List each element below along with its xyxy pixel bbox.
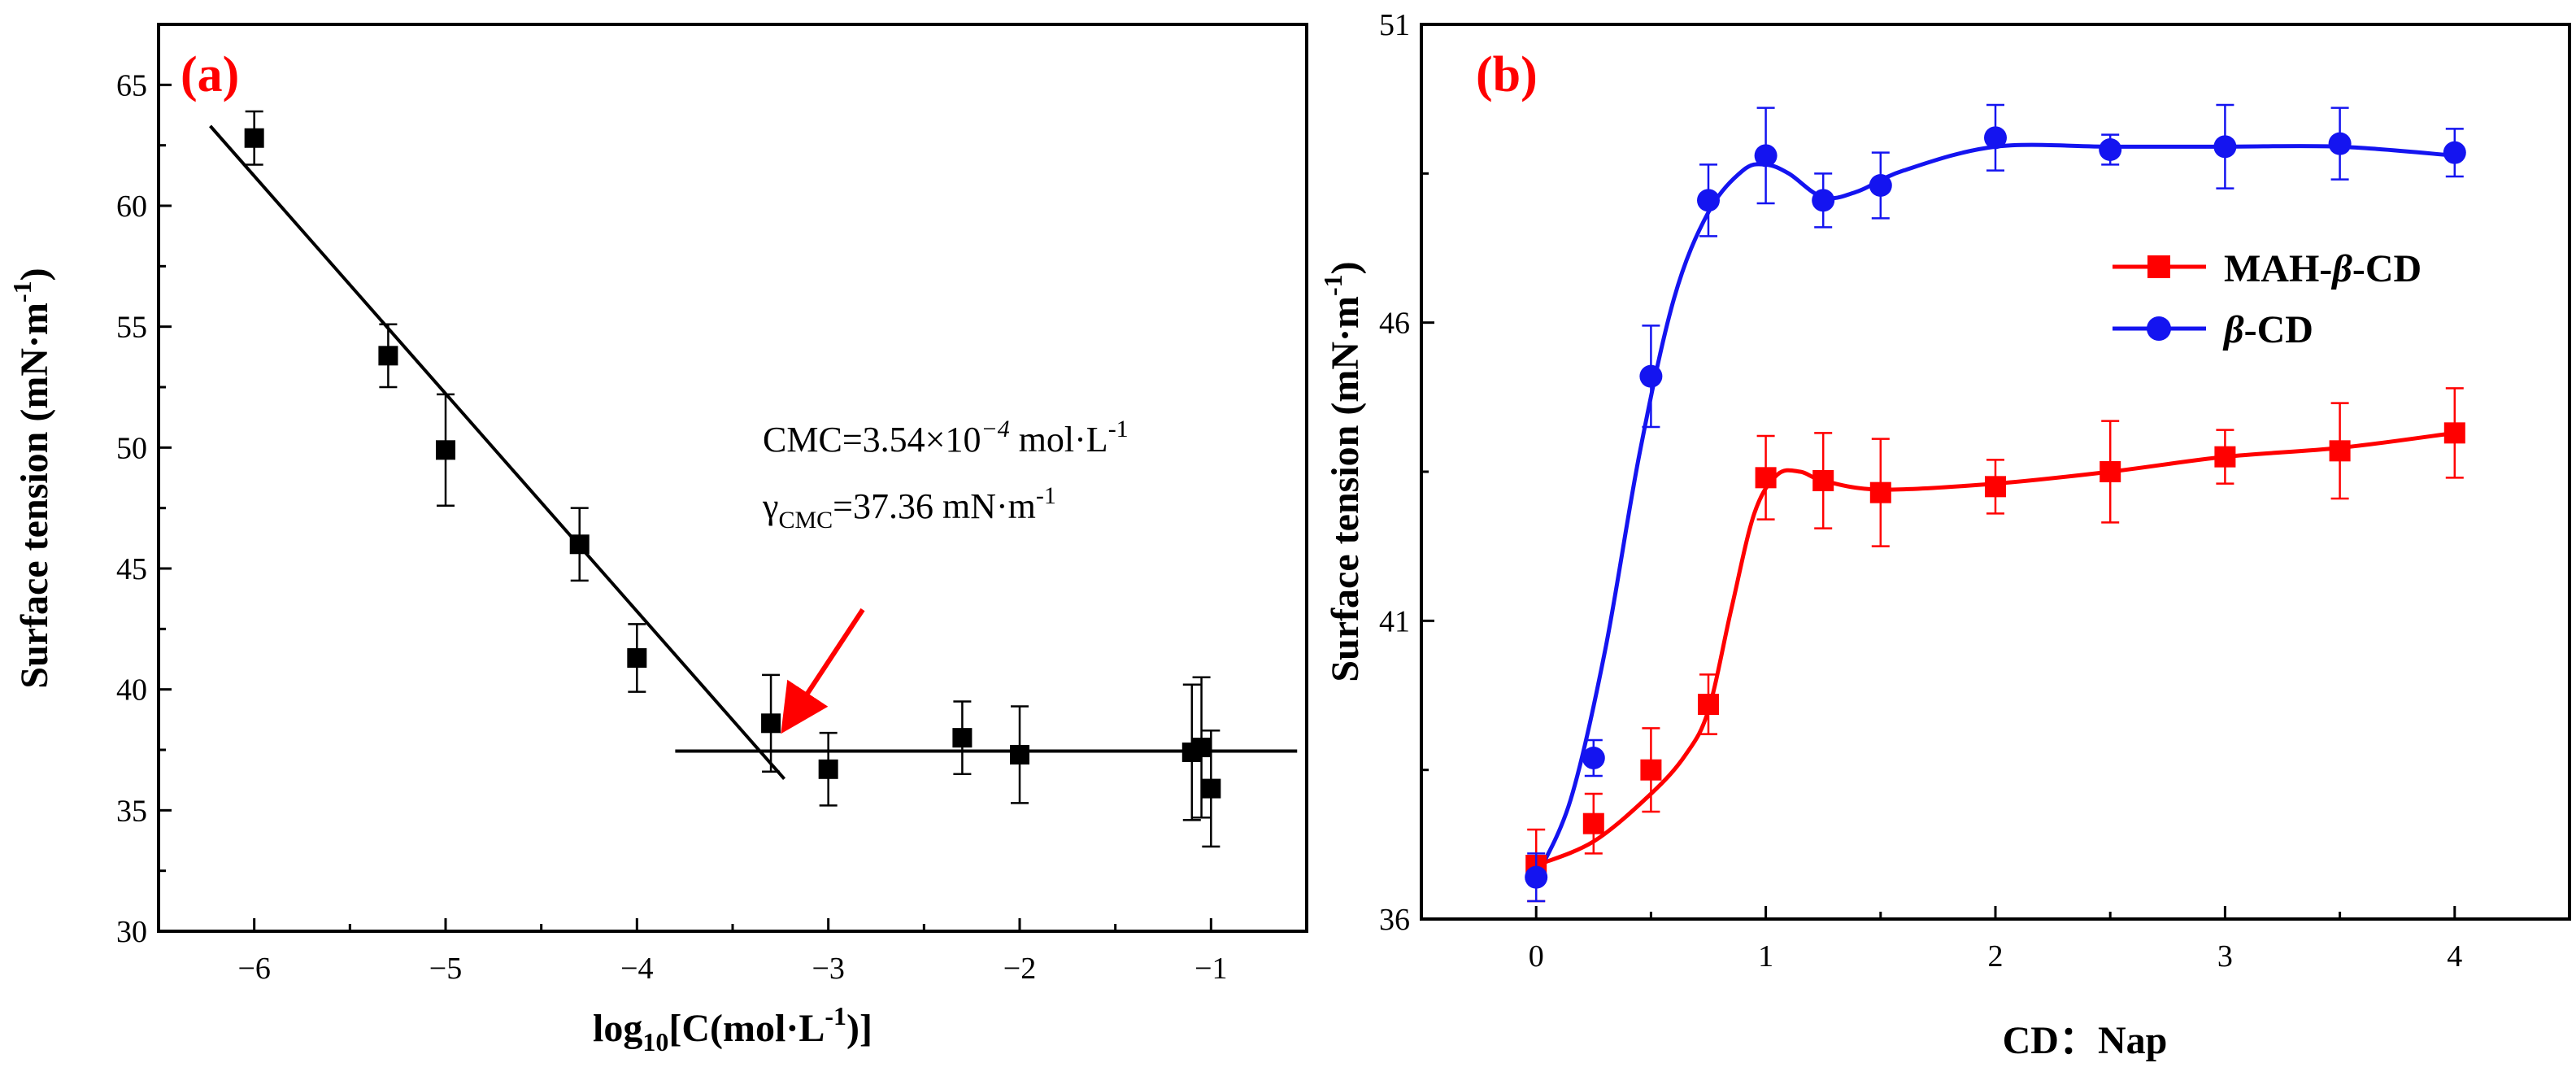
beta-cd-point [1525,865,1548,889]
panel-b-y-axis-label: Surface tension (mN·m-1) [1318,261,1367,682]
mah-beta-cd-point [2214,446,2236,468]
mah-beta-cd-curve [1535,430,2456,868]
mah-beta-cd-point [1582,812,1604,834]
beta-cd-point [1812,189,1835,212]
legend-beta-label: β-CD [2222,308,2313,351]
mah-beta-cd-point [1698,694,1719,715]
data-point [569,534,590,555]
data-point [952,728,973,748]
panel-b-y-tick-label: 36 [1379,903,1410,937]
legend-mah-marker [2147,255,2170,278]
cmc-annotation: CMC=3.54×10−4 mol·L-1 [763,416,1129,460]
panel-a-data-points [244,110,1221,848]
data-point [1201,778,1221,799]
beta-cd-curve [1534,142,2455,878]
panel-b-x-tick-label: 1 [1758,939,1773,974]
panel-b-label: (b) [1476,47,1538,102]
panel-b-x-tick-label: 0 [1529,939,1544,974]
beta-cd-point [1639,364,1663,388]
panel-b-x-tick-label: 2 [1988,939,2004,974]
data-point [761,713,781,734]
legend-mah-label: MAH-β-CD [2224,247,2422,290]
panel-b: 0 1 2 3 4 36 41 46 51 (b) MAH-β-CD β-CD CD：Nap S… [1318,8,2571,1062]
data-point [627,648,647,669]
panel-a-label: (a) [181,47,239,102]
panel-b-y-tick-label: 46 [1379,307,1410,341]
panel-b-y-tick-label: 41 [1379,604,1410,638]
panel-a-ticks: −6 −5 −4 −3 −2 −1 30 35 40 45 50 55 60 65 [116,68,1308,986]
mah-beta-cd-point [2329,440,2351,462]
panel-a-y-tick-label: 65 [116,68,147,102]
panel-a-x-tick-label: −3 [812,952,844,986]
panel-a-y-axis-label: Surface tension (mN·m-1) [7,268,56,688]
data-point [244,128,264,148]
panel-a-y-tick-label: 40 [116,673,147,708]
legend-beta-marker [2147,316,2171,341]
panel-a-x-tick-label: −6 [237,952,270,986]
panel-a-y-tick-label: 55 [116,311,147,345]
beta-cd-point [1754,144,1778,168]
panel-a-x-tick-label: −2 [1003,952,1036,986]
mah-beta-cd-point [1985,476,2006,498]
panel-a-plot-frame [157,23,1308,933]
panel-a-y-tick-label: 50 [116,431,147,465]
panel-b-y-tick-label: 51 [1379,8,1410,42]
panel-a-x-axis-label: log10[C(mol·L-1)] [593,1001,872,1056]
beta-cd-point [2328,132,2352,155]
panel-a-y-tick-label: 45 [116,552,147,586]
beta-cd-point [2213,135,2237,159]
panel-b-data-points [1525,103,2466,903]
cmc-arrow [781,608,865,734]
panel-a: −6 −5 −4 −3 −2 −1 30 35 40 45 50 55 60 65 (a) CMC=3.5… [7,23,1308,1056]
data-point [818,759,838,779]
fit-line [209,124,786,781]
legend: MAH-β-CD β-CD [2113,247,2422,351]
panel-b-plot-frame [1420,23,2571,921]
mah-beta-cd-point [2443,422,2465,444]
panel-a-y-tick-label: 60 [116,189,147,224]
panel-b-x-tick-label: 3 [2217,939,2233,974]
panel-b-x-tick-label: 4 [2447,939,2462,974]
panel-b-x-axis-label: CD：Nap [2003,1019,2168,1062]
mah-beta-cd-point [2100,461,2121,482]
beta-cd-point [2099,138,2122,161]
beta-cd-point [1869,174,1892,197]
data-point [1191,738,1212,758]
panel-a-y-tick-label: 30 [116,915,147,949]
panel-a-x-tick-label: −4 [620,952,653,986]
panel-a-y-tick-label: 35 [116,794,147,828]
data-point [378,346,398,366]
panel-b-ticks: 0 1 2 3 4 36 41 46 51 [1379,8,2571,974]
panel-a-fit-lines [209,124,1298,781]
beta-cd-point [1984,126,2007,150]
mah-beta-cd-point [1869,481,1891,503]
data-point [436,440,455,460]
panel-b-curves [1534,142,2456,878]
mah-beta-cd-point [1755,467,1777,489]
beta-cd-point [2443,141,2466,164]
mah-beta-cd-point [1812,470,1834,491]
beta-cd-point [1697,189,1720,212]
panel-a-x-tick-label: −5 [429,952,462,986]
panel-a-x-tick-label: −1 [1194,952,1227,986]
gamma-cmc-annotation: γCMC=37.36 mN·m-1 [762,482,1056,534]
beta-cd-point [1582,747,1605,769]
data-point [1010,744,1029,765]
mah-beta-cd-point [1640,759,1662,781]
